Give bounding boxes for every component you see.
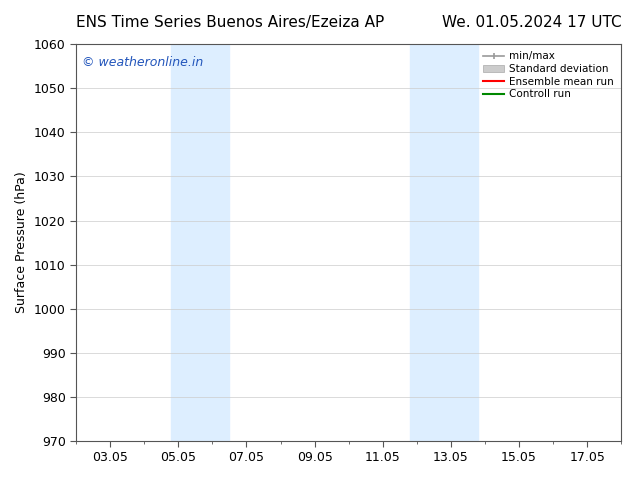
- Y-axis label: Surface Pressure (hPa): Surface Pressure (hPa): [15, 172, 29, 314]
- Bar: [171, 44, 230, 441]
- Text: © weatheronline.in: © weatheronline.in: [82, 56, 203, 69]
- Text: We. 01.05.2024 17 UTC: We. 01.05.2024 17 UTC: [442, 15, 621, 29]
- Bar: [410, 44, 478, 441]
- Text: ENS Time Series Buenos Aires/Ezeiza AP: ENS Time Series Buenos Aires/Ezeiza AP: [76, 15, 384, 29]
- Legend: min/max, Standard deviation, Ensemble mean run, Controll run: min/max, Standard deviation, Ensemble me…: [481, 49, 616, 101]
